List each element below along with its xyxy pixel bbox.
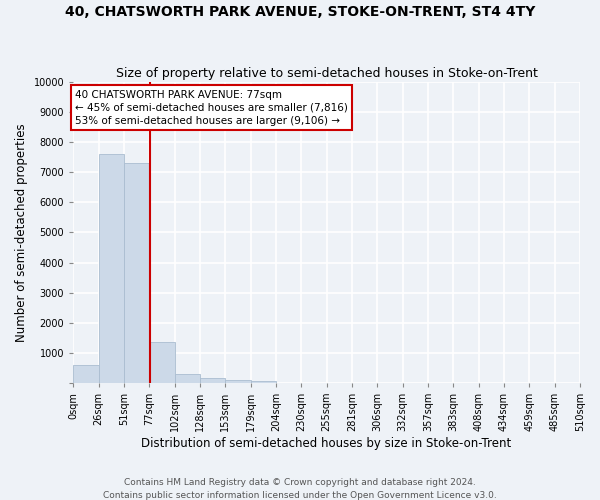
Text: 40, CHATSWORTH PARK AVENUE, STOKE-ON-TRENT, ST4 4TY: 40, CHATSWORTH PARK AVENUE, STOKE-ON-TRE… — [65, 5, 535, 19]
Text: 40 CHATSWORTH PARK AVENUE: 77sqm
← 45% of semi-detached houses are smaller (7,81: 40 CHATSWORTH PARK AVENUE: 77sqm ← 45% o… — [75, 90, 348, 126]
Bar — [225, 380, 251, 383]
Bar — [200, 378, 225, 383]
Bar — [73, 365, 98, 383]
X-axis label: Distribution of semi-detached houses by size in Stoke-on-Trent: Distribution of semi-detached houses by … — [142, 437, 512, 450]
Text: Contains HM Land Registry data © Crown copyright and database right 2024.
Contai: Contains HM Land Registry data © Crown c… — [103, 478, 497, 500]
Bar — [124, 164, 149, 383]
Bar — [149, 342, 175, 383]
Bar — [98, 154, 124, 383]
Bar — [175, 374, 200, 383]
Bar — [251, 380, 276, 383]
Title: Size of property relative to semi-detached houses in Stoke-on-Trent: Size of property relative to semi-detach… — [116, 66, 538, 80]
Y-axis label: Number of semi-detached properties: Number of semi-detached properties — [15, 123, 28, 342]
